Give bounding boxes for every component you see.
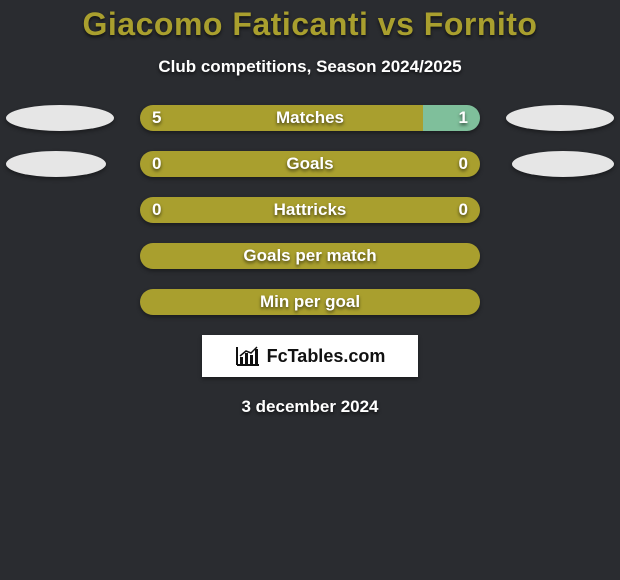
- decor-ellipse: [512, 151, 614, 177]
- brand-text: FcTables.com: [267, 346, 386, 367]
- date-text: 3 december 2024: [0, 397, 620, 417]
- stat-rows: 51Matches 00Goals 00Hattricks Goals per mat…: [0, 105, 620, 315]
- stat-row: 51Matches: [0, 105, 620, 131]
- decor-ellipse: [6, 105, 114, 131]
- subtitle: Club competitions, Season 2024/2025: [0, 57, 620, 77]
- stat-label: Goals: [140, 151, 480, 177]
- brand-badge: FcTables.com: [202, 335, 418, 377]
- decor-ellipse: [506, 105, 614, 131]
- stat-label: Min per goal: [140, 289, 480, 315]
- decor-ellipse: [6, 151, 106, 177]
- bar-chart-icon: [235, 345, 261, 367]
- stat-label: Matches: [140, 105, 480, 131]
- stat-row: 00Goals: [0, 151, 620, 177]
- stat-row: Goals per match: [0, 243, 620, 269]
- player-right-name: Fornito: [424, 6, 538, 42]
- stat-label: Goals per match: [140, 243, 480, 269]
- stat-label: Hattricks: [140, 197, 480, 223]
- stat-row: 00Hattricks: [0, 197, 620, 223]
- comparison-infographic: Giacomo Faticanti vs Fornito Club compet…: [0, 0, 620, 580]
- page-title: Giacomo Faticanti vs Fornito: [0, 0, 620, 43]
- stat-row: Min per goal: [0, 289, 620, 315]
- vs-word: vs: [378, 6, 415, 42]
- player-left-name: Giacomo Faticanti: [83, 6, 369, 42]
